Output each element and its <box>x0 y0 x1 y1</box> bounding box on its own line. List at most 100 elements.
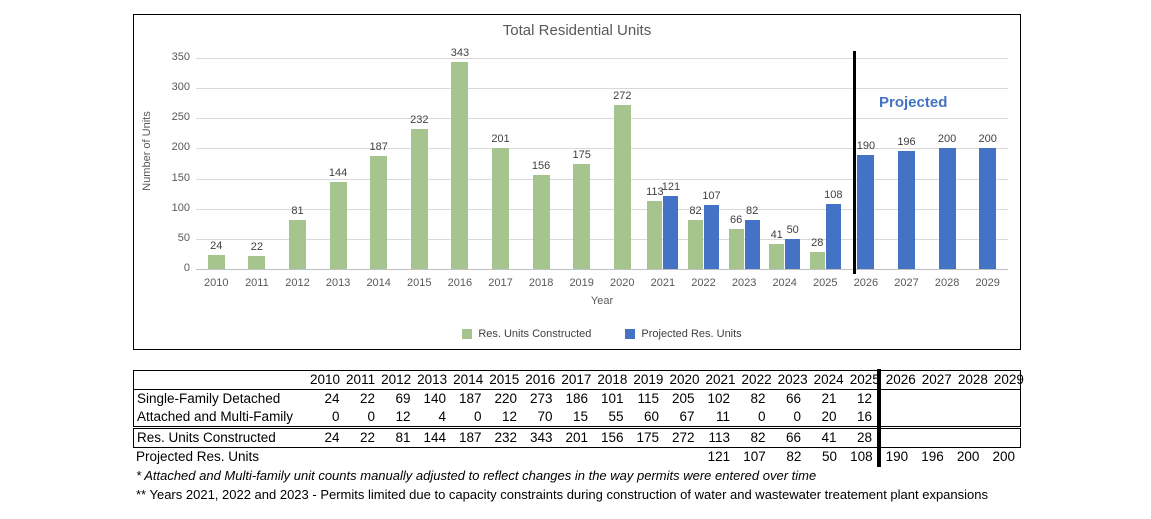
footnote-permit-limits: ** Years 2021, 2022 and 2023 - Permits l… <box>136 487 988 502</box>
table-year-header: 2023 <box>777 372 808 387</box>
table-cell: 175 <box>636 430 659 445</box>
table-cell: 232 <box>494 430 517 445</box>
table-header-corner <box>134 371 310 389</box>
x-tick-label: 2020 <box>610 277 635 289</box>
table-cell: 190 <box>885 449 909 464</box>
table-cell: 200 <box>956 449 980 464</box>
table-cell <box>380 448 416 466</box>
bar-2025-constructed <box>809 252 825 269</box>
table-cell <box>949 408 985 426</box>
table-cell: 82 <box>786 449 802 464</box>
bar-value-label: 22 <box>250 240 264 253</box>
table-cell: 82 <box>750 430 766 445</box>
table-cell: 22 <box>359 391 375 406</box>
table-cell: 24 <box>324 430 340 445</box>
table-year-header: 2021 <box>705 372 736 387</box>
bar-value-label: 196 <box>897 135 916 148</box>
table-cell <box>451 448 487 466</box>
table-cell <box>309 448 345 466</box>
gridline <box>196 148 1008 150</box>
legend-swatch-constructed <box>462 329 473 339</box>
legend-swatch-projected <box>625 329 636 339</box>
table-cell: 16 <box>856 409 872 424</box>
table-cell: 220 <box>494 391 517 406</box>
table-cell: 205 <box>671 391 695 406</box>
table-row-multi-family: Attached and Multi-Family 0 0 12 4 0 12 70 15 55 6… <box>134 408 1020 426</box>
table-cell <box>416 448 452 466</box>
bar-2026-projected <box>857 154 875 269</box>
table-cell: 156 <box>600 430 624 445</box>
table-cell <box>629 448 665 466</box>
y-tick-label: 150 <box>171 171 190 184</box>
table-constructed-box: Res. Units Constructed 24 22 81 144 187 232 343… <box>133 428 1021 448</box>
x-tick-label: 2014 <box>366 277 391 289</box>
gridline <box>196 118 1008 120</box>
table-row-single-family: Single-Family Detached 24 22 69 140 187 220 273… <box>134 390 1020 408</box>
table-cell: 102 <box>707 391 730 406</box>
table-row-label: Single-Family Detached <box>137 391 281 406</box>
table-cell: 140 <box>423 391 446 406</box>
bar-value-label: 41 <box>770 229 783 242</box>
table-cell: 272 <box>671 430 695 445</box>
legend-item-projected: Projected Res. Units <box>625 328 742 340</box>
footnote-adjusted-counts: * Attached and Multi-family unit counts … <box>136 468 817 483</box>
table-year-header: 2025 <box>849 372 880 387</box>
bar-value-label: 82 <box>689 204 702 217</box>
table-cell: 66 <box>785 391 801 406</box>
table-row-projected: Projected Res. Units 121 107 82 50 108 190 196 2… <box>133 448 1021 466</box>
table-cell: 66 <box>785 430 801 445</box>
x-tick-label: 2018 <box>528 277 554 289</box>
table-year-header: 2028 <box>957 372 988 387</box>
table-cell: 115 <box>637 391 659 406</box>
bar-2015-constructed <box>410 129 428 269</box>
table-cell: 81 <box>395 430 411 445</box>
table-cell: 187 <box>458 430 482 445</box>
table-cell: 70 <box>537 409 553 424</box>
bar-value-label: 187 <box>369 141 388 154</box>
bar-2024-projected <box>785 238 801 269</box>
x-tick-label: 2019 <box>569 277 594 289</box>
table-cell: 12 <box>395 409 411 424</box>
projection-divider-line <box>853 51 856 274</box>
table-cell: 24 <box>324 391 340 406</box>
table-cell: 273 <box>529 391 553 406</box>
bar-value-label: 175 <box>572 148 591 161</box>
table-cell: 343 <box>529 430 553 445</box>
bar-value-label: 107 <box>702 189 721 202</box>
gridline <box>196 58 1008 59</box>
table-cell: 144 <box>423 430 446 445</box>
table-cell <box>594 448 630 466</box>
bar-2013-constructed <box>329 182 347 269</box>
x-tick-label: 2023 <box>731 277 757 289</box>
bar-value-label: 232 <box>410 114 429 127</box>
bar-value-label: 28 <box>811 237 824 250</box>
table-cell: 28 <box>856 430 872 445</box>
table-row-label: Res. Units Constructed <box>137 430 276 445</box>
bar-value-label: 50 <box>786 223 799 236</box>
y-tick-label: 250 <box>171 111 190 124</box>
legend-item-constructed: Res. Units Constructed <box>462 328 591 340</box>
table-cell: 41 <box>821 430 837 445</box>
y-tick-label: 0 <box>183 262 190 274</box>
table-cell: 196 <box>921 449 944 464</box>
table-cell <box>878 429 914 447</box>
table-year-header: 2022 <box>741 372 772 387</box>
table-cell: 20 <box>821 409 837 424</box>
table-main-box: 2010 2011 2012 2013 2014 2015 2016 2017 2018 2019… <box>133 370 1024 427</box>
x-tick-label: 2013 <box>325 277 351 289</box>
table-cell <box>345 448 381 466</box>
bar-value-label: 24 <box>210 239 223 252</box>
gridline <box>196 178 1008 180</box>
bar-2020-constructed <box>613 105 631 269</box>
table-cell <box>914 408 950 426</box>
table-cell: 187 <box>458 391 482 406</box>
table-cell <box>914 390 950 408</box>
bar-value-label: 272 <box>613 90 632 102</box>
table-year-header: 2020 <box>669 372 700 387</box>
x-tick-label: 2011 <box>245 277 269 289</box>
table-cell: 0 <box>473 409 482 424</box>
table-cell: 113 <box>708 430 730 445</box>
table-cell <box>949 429 985 447</box>
table-cell: 186 <box>565 391 588 406</box>
